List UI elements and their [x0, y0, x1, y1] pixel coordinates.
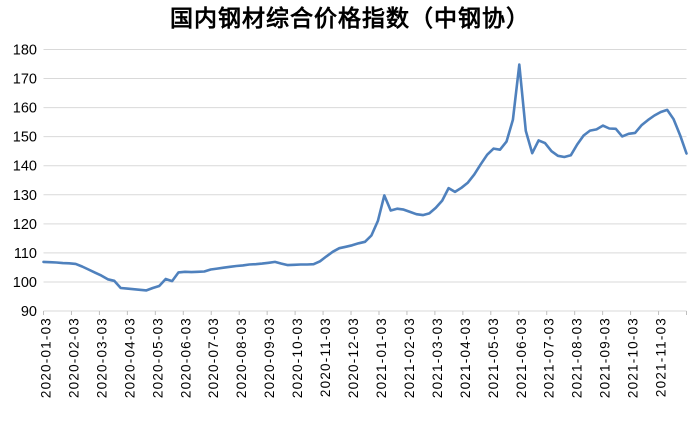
x-tick-label: 2020-10-03	[290, 317, 305, 398]
x-tick-label: 2020-04-03	[122, 317, 137, 398]
x-tick-label: 2021-09-03	[598, 317, 613, 398]
x-tick-label: 2021-03-03	[430, 317, 445, 398]
chart-title: 国内钢材综合价格指数（中钢协）	[170, 5, 530, 31]
x-tick-label: 2020-03-03	[94, 317, 109, 398]
x-tick-label: 2020-02-03	[66, 317, 81, 398]
y-tick-label: 110	[14, 246, 37, 262]
x-tick-label: 2021-11-03	[654, 317, 669, 397]
y-tick-label: 90	[21, 304, 37, 320]
y-tick-label: 140	[13, 159, 37, 175]
x-tick-label: 2021-06-03	[514, 317, 529, 398]
x-tick-label: 2021-01-03	[374, 317, 389, 398]
x-tick-label: 2020-07-03	[206, 317, 221, 398]
x-tick-label: 2021-04-03	[458, 317, 473, 398]
y-tick-label: 180	[13, 43, 37, 59]
price-index-line	[42, 63, 688, 292]
y-tick-label: 100	[13, 275, 37, 291]
x-tick-label: 2020-06-03	[178, 317, 193, 398]
y-tick-label: 130	[13, 188, 37, 204]
x-tick-label: 2020-11-03	[318, 317, 333, 397]
y-tick-label: 150	[13, 130, 37, 146]
x-tick-label: 2021-10-03	[626, 317, 641, 398]
y-tick-label: 170	[13, 72, 37, 88]
x-tick-label: 2020-08-03	[234, 317, 249, 398]
x-tick-label: 2021-02-03	[402, 317, 417, 398]
x-tick-label: 2020-12-03	[346, 317, 361, 398]
y-tick-label: 120	[13, 217, 37, 233]
x-tick-label: 2020-09-03	[262, 317, 277, 398]
x-tick-label: 2021-05-03	[486, 317, 501, 398]
x-tick-label: 2021-08-03	[570, 317, 585, 398]
x-tick-label: 2020-01-03	[39, 317, 54, 398]
x-tick-label: 2021-07-03	[542, 317, 557, 398]
x-tick-label: 2020-05-03	[150, 317, 165, 398]
y-tick-label: 160	[13, 101, 37, 117]
